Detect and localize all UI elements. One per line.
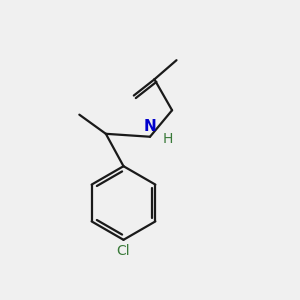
- Text: Cl: Cl: [117, 244, 130, 258]
- Text: N: N: [144, 119, 156, 134]
- Text: H: H: [162, 132, 173, 146]
